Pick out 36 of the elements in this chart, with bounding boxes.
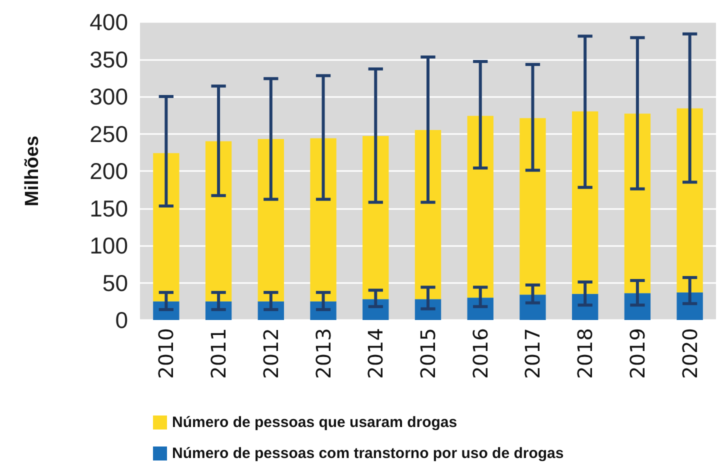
x-tick-label: 2016 (468, 328, 492, 379)
x-tick-label: 2015 (416, 328, 440, 379)
y-tick-label: 400 (90, 9, 128, 35)
x-tick-label: 2012 (258, 328, 283, 379)
y-tick-label: 250 (90, 120, 128, 147)
x-tick-label: 2013 (311, 328, 336, 379)
bar (153, 153, 180, 302)
y-axis-title: Milhões (22, 136, 43, 206)
y-tick-label: 50 (102, 270, 128, 296)
x-tick-label: 2019 (625, 328, 650, 379)
bar (205, 141, 232, 302)
y-tick-label: 300 (90, 84, 128, 110)
bar (676, 108, 703, 292)
legend-label: Número de pessoas com transtorno por uso de drogas (172, 445, 564, 462)
x-tick-label: 2014 (364, 328, 388, 379)
bar (624, 114, 651, 294)
x-tick-label: 2011 (206, 328, 231, 379)
x-tick-label: 2010 (154, 328, 178, 379)
y-tick-label: 0 (115, 307, 128, 333)
y-tick-label: 200 (90, 158, 128, 184)
y-tick-label: 150 (90, 195, 128, 222)
bar (414, 130, 442, 300)
bar (467, 116, 494, 298)
y-tick-label: 100 (90, 232, 128, 258)
x-tick-label: 2018 (573, 328, 598, 379)
bar (310, 138, 336, 302)
bar (362, 136, 389, 300)
bar (676, 292, 703, 320)
x-tick-label: 2017 (520, 328, 545, 379)
x-tick-label: 2020 (678, 328, 702, 379)
bar (258, 138, 284, 302)
bar (572, 111, 598, 294)
bar (520, 118, 546, 295)
legend-label: Número de pessoas que usaram drogas (172, 414, 458, 431)
y-tick-label: 350 (90, 46, 128, 72)
bar (572, 294, 598, 320)
